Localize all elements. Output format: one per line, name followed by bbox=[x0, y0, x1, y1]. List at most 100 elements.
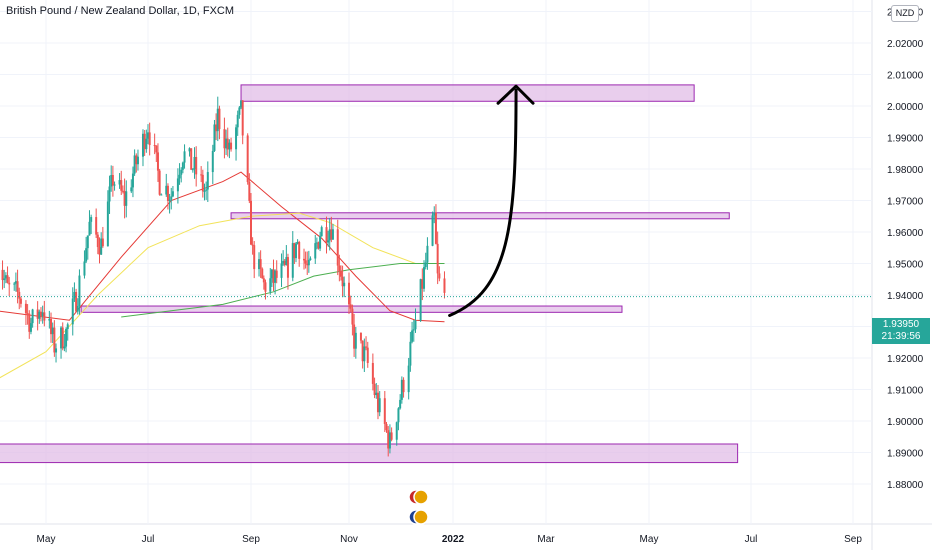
y-tick-label: 2.01000 bbox=[887, 71, 924, 82]
candle-body bbox=[120, 180, 123, 191]
event-icons[interactable] bbox=[408, 489, 429, 525]
candle-body bbox=[390, 432, 393, 440]
candle-body bbox=[28, 313, 31, 332]
candle-body bbox=[170, 196, 173, 200]
candle-body bbox=[341, 276, 344, 287]
candle-body bbox=[331, 229, 334, 240]
candle-body bbox=[201, 174, 204, 192]
candle-body bbox=[113, 184, 116, 186]
candle-body bbox=[226, 138, 229, 150]
x-tick-label: Jul bbox=[745, 534, 758, 545]
candle-body bbox=[395, 422, 398, 440]
zone-rect bbox=[240, 84, 695, 102]
candle-body bbox=[216, 108, 219, 132]
candle-body bbox=[4, 275, 7, 279]
candle-body bbox=[434, 212, 437, 244]
candle-body bbox=[130, 187, 133, 192]
x-tick-label: May bbox=[640, 534, 659, 545]
candle-body bbox=[145, 138, 148, 150]
candle-body bbox=[375, 392, 378, 396]
candle-body bbox=[274, 270, 277, 283]
candle-body bbox=[133, 155, 136, 174]
candle-body bbox=[188, 148, 191, 152]
candle-body bbox=[88, 221, 91, 236]
candle-body bbox=[373, 383, 376, 396]
candle-body bbox=[338, 265, 341, 272]
candle-body bbox=[378, 398, 381, 413]
candle-body bbox=[85, 248, 88, 262]
candle-body bbox=[270, 269, 273, 279]
candle-body bbox=[3, 278, 6, 281]
candle-body bbox=[282, 260, 285, 264]
candle-body bbox=[343, 282, 346, 287]
candle-body bbox=[86, 235, 89, 249]
candle-body bbox=[443, 278, 446, 293]
candle-body bbox=[176, 178, 179, 192]
candle-body bbox=[349, 304, 352, 309]
candle-body bbox=[365, 346, 368, 348]
candle-body bbox=[136, 156, 139, 165]
currency-badge[interactable]: NZD bbox=[891, 5, 919, 22]
projection-arrow[interactable] bbox=[448, 84, 535, 317]
candle-body bbox=[236, 114, 239, 128]
candle-body bbox=[206, 172, 209, 190]
candle-body bbox=[371, 362, 374, 384]
candle-body bbox=[218, 108, 221, 130]
candle-body bbox=[275, 270, 278, 278]
candle-body bbox=[75, 291, 78, 312]
candle-body bbox=[83, 261, 86, 276]
candle-body bbox=[24, 303, 27, 314]
candle-body bbox=[424, 262, 427, 268]
candle-body bbox=[426, 245, 429, 263]
candle-body bbox=[78, 275, 81, 306]
candle-body bbox=[43, 312, 46, 321]
candle-body bbox=[304, 260, 307, 264]
candle-body bbox=[240, 100, 243, 108]
candle-body bbox=[203, 190, 206, 192]
candle-body bbox=[285, 257, 288, 265]
candle-body bbox=[402, 379, 405, 393]
candle-body bbox=[55, 348, 58, 353]
candle-body bbox=[259, 259, 262, 269]
candle-body bbox=[359, 332, 362, 341]
x-tick-label: Sep bbox=[844, 534, 862, 545]
candle-body bbox=[317, 242, 320, 249]
x-tick-label: 2022 bbox=[442, 534, 465, 545]
flag-event-icon bbox=[413, 489, 429, 505]
candle-body bbox=[225, 138, 228, 149]
candle-body bbox=[280, 263, 283, 278]
candle-body bbox=[315, 242, 318, 244]
candle-body bbox=[414, 320, 417, 330]
candle-body bbox=[385, 424, 388, 431]
price-axis[interactable]: 2.030002.020002.010002.000001.990001.980… bbox=[887, 8, 924, 492]
candle-body bbox=[294, 243, 297, 259]
candle-body bbox=[261, 268, 264, 279]
time-axis[interactable]: May Jul Sep Nov 2022 Mar May Jul Sep bbox=[37, 534, 863, 545]
y-tick-label: 1.95000 bbox=[887, 260, 924, 271]
candle-body bbox=[168, 199, 171, 201]
y-tick-label: 1.90000 bbox=[887, 417, 924, 428]
candle-body bbox=[76, 305, 79, 312]
candle-body bbox=[60, 327, 63, 349]
candle-body bbox=[65, 329, 68, 347]
candle-body bbox=[366, 347, 369, 363]
candle-body bbox=[36, 309, 39, 319]
candle-body bbox=[148, 132, 151, 146]
candle-body bbox=[61, 327, 64, 349]
x-tick-label: Sep bbox=[242, 534, 260, 545]
candle-body bbox=[95, 217, 98, 235]
candle-body bbox=[421, 279, 424, 289]
support-resistance-zones[interactable] bbox=[0, 84, 739, 464]
candle-body bbox=[190, 148, 193, 170]
candle-body bbox=[141, 133, 144, 157]
candle-body bbox=[306, 263, 309, 266]
candle-body bbox=[180, 169, 183, 175]
last-price-tag: 1.93950 21:39:56 bbox=[872, 318, 930, 344]
candle-body bbox=[156, 152, 159, 171]
y-tick-label: 1.91000 bbox=[887, 386, 924, 397]
candle-body bbox=[195, 156, 198, 175]
candle-body bbox=[143, 133, 146, 150]
arrow-head bbox=[496, 84, 535, 105]
y-tick-label: 1.99000 bbox=[887, 134, 924, 145]
